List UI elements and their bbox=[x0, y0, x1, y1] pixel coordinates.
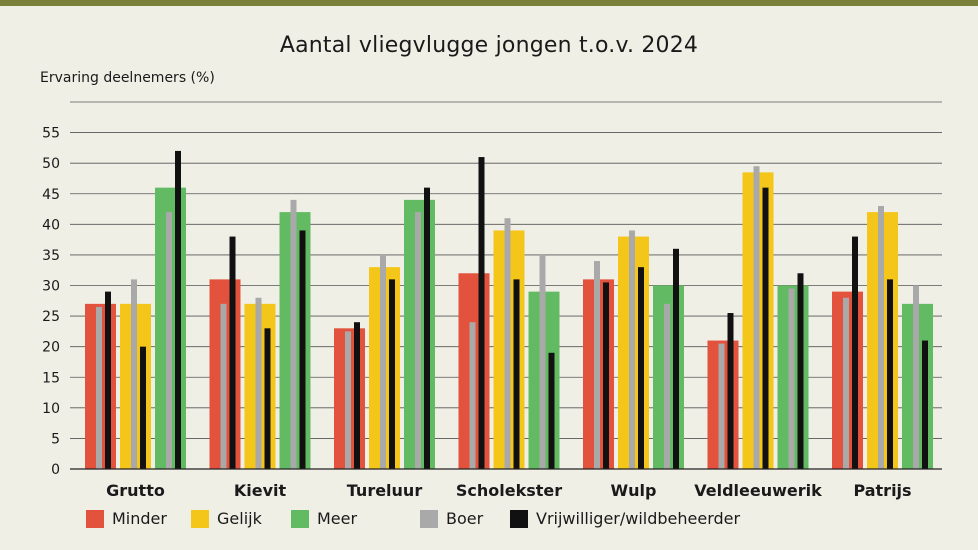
overlay-bar-vrijwilliger bbox=[354, 322, 360, 469]
overlay-bar-vrijwilliger bbox=[478, 157, 485, 470]
y-tick-label: 15 bbox=[42, 370, 60, 386]
overlay-bar-boer bbox=[415, 212, 421, 469]
overlay-bar-vrijwilliger bbox=[299, 230, 306, 469]
overlay-bar-boer bbox=[131, 279, 137, 469]
legend-swatch bbox=[510, 509, 528, 528]
overlay-bar-boer bbox=[345, 331, 351, 469]
category-label: Kievit bbox=[234, 481, 287, 500]
overlay-bar-boer bbox=[843, 297, 849, 469]
overlay-bar-boer bbox=[539, 254, 546, 469]
legend-item: Minder bbox=[86, 509, 167, 528]
overlay-bar-vrijwilliger bbox=[548, 352, 555, 469]
overlay-bar-vrijwilliger bbox=[424, 187, 430, 469]
overlay-bar-boer bbox=[913, 285, 919, 469]
y-tick-label: 0 bbox=[51, 462, 60, 478]
category-label: Wulp bbox=[611, 481, 657, 500]
y-tick-label: 35 bbox=[42, 248, 60, 264]
overlay-bar-boer bbox=[878, 205, 884, 469]
legend-label: Gelijk bbox=[217, 509, 262, 528]
legend-swatch bbox=[420, 509, 438, 528]
y-tick-label: 45 bbox=[42, 187, 60, 203]
overlay-bar-vrijwilliger bbox=[229, 236, 236, 469]
overlay-bar-vrijwilliger bbox=[603, 282, 609, 469]
overlay-bar-boer bbox=[788, 288, 795, 469]
overlay-bar-vrijwilliger bbox=[673, 248, 679, 469]
overlay-bar-vrijwilliger bbox=[513, 279, 520, 469]
overlay-bar-vrijwilliger bbox=[922, 340, 928, 469]
overlay-bar-boer bbox=[504, 218, 511, 469]
legend-label: Boer bbox=[446, 509, 484, 528]
y-tick-label: 55 bbox=[42, 126, 60, 142]
overlay-bar-vrijwilliger bbox=[105, 291, 111, 469]
chart-title: Aantal vliegvlugge jongen t.o.v. 2024 bbox=[279, 33, 699, 58]
category-label: Veldleeuwerik bbox=[694, 481, 822, 500]
chart-legend: Minder Gelijk Meer Boer Vrijwilliger/wildbeh… bbox=[0, 509, 978, 533]
y-tick-label: 50 bbox=[42, 156, 60, 172]
legend-item: Vrijwilliger/wildbeheerder bbox=[510, 509, 740, 528]
legend-item: Boer bbox=[420, 509, 483, 528]
overlay-bar-vrijwilliger bbox=[264, 328, 271, 469]
y-tick-label: 10 bbox=[42, 401, 60, 417]
overlay-bar-boer bbox=[594, 261, 600, 469]
legend-swatch bbox=[191, 509, 209, 528]
overlay-bar-boer bbox=[166, 212, 172, 469]
y-axis-label: Ervaring deelnemers (%) bbox=[40, 70, 215, 86]
overlay-bar-boer bbox=[255, 297, 262, 469]
y-tick-label: 30 bbox=[42, 279, 60, 295]
overlay-bar-boer bbox=[380, 254, 386, 469]
overlay-bar-boer bbox=[290, 199, 297, 469]
legend-label: Vrijwilliger/wildbeheerder bbox=[536, 509, 741, 528]
overlay-bar-vrijwilliger bbox=[762, 187, 769, 469]
legend-swatch bbox=[291, 509, 309, 528]
overlay-bar-vrijwilliger bbox=[887, 279, 893, 469]
y-tick-label: 25 bbox=[42, 309, 60, 325]
overlay-bar-boer bbox=[469, 322, 476, 469]
overlay-bar-boer bbox=[220, 303, 227, 469]
overlay-bar-vrijwilliger bbox=[175, 150, 181, 469]
legend-item: Meer bbox=[291, 509, 357, 528]
overlay-bar-boer bbox=[664, 303, 670, 469]
legend-item: Gelijk bbox=[191, 509, 262, 528]
y-tick-label: 20 bbox=[42, 340, 60, 356]
overlay-bar-boer bbox=[753, 166, 760, 469]
legend-swatch bbox=[86, 509, 104, 528]
y-tick-label: 40 bbox=[42, 217, 60, 233]
overlay-bar-boer bbox=[629, 230, 635, 469]
category-label: Patrijs bbox=[853, 481, 911, 500]
category-label: Tureluur bbox=[347, 481, 423, 500]
overlay-bar-vrijwilliger bbox=[389, 279, 395, 469]
overlay-bar-boer bbox=[718, 343, 725, 469]
top-accent-bar bbox=[0, 0, 978, 6]
legend-label: Meer bbox=[317, 509, 358, 528]
overlay-bar-vrijwilliger bbox=[727, 313, 734, 469]
category-label: Grutto bbox=[106, 481, 165, 500]
overlay-bar-vrijwilliger bbox=[638, 267, 644, 469]
overlay-bar-boer bbox=[96, 306, 102, 469]
overlay-bar-vrijwilliger bbox=[140, 346, 146, 469]
category-label: Scholekster bbox=[456, 481, 562, 500]
legend-label: Minder bbox=[112, 509, 167, 528]
overlay-bar-vrijwilliger bbox=[797, 273, 804, 469]
y-tick-label: 5 bbox=[51, 431, 60, 447]
overlay-bar-vrijwilliger bbox=[852, 236, 858, 469]
